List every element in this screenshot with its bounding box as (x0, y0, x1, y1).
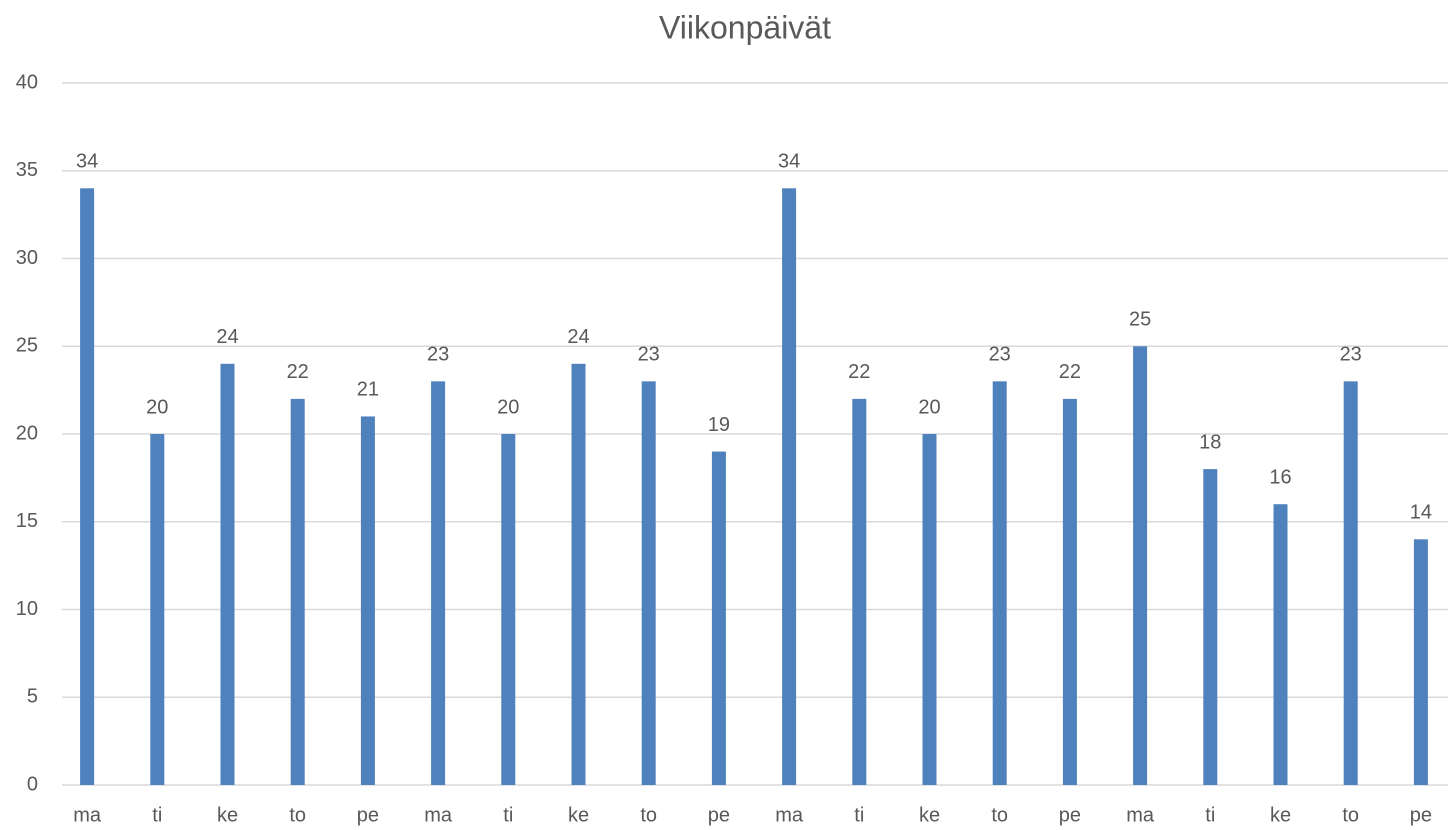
bar (220, 363, 235, 785)
bar (922, 434, 937, 785)
data-label: 23 (427, 344, 449, 366)
bar (1203, 469, 1218, 785)
bar (782, 188, 797, 786)
y-tick-label: 40 (16, 71, 38, 93)
y-tick-label: 5 (27, 686, 38, 708)
y-tick-label: 25 (16, 335, 38, 357)
x-tick-label: ma (424, 804, 453, 826)
y-tick-label: 10 (16, 598, 38, 620)
x-tick-label: ma (775, 804, 804, 826)
x-tick-label: to (640, 804, 657, 826)
data-label: 24 (216, 326, 238, 348)
data-label: 34 (76, 151, 98, 173)
bar (1273, 504, 1288, 785)
data-label: 14 (1410, 502, 1432, 524)
data-label: 25 (1129, 309, 1151, 331)
bar (1343, 381, 1358, 785)
data-label: 23 (638, 344, 660, 366)
x-tick-label: ke (217, 804, 238, 826)
bar (641, 381, 656, 785)
bar (711, 451, 726, 785)
bar (290, 398, 305, 785)
bar (1062, 398, 1077, 785)
y-tick-label: 15 (16, 510, 38, 532)
data-label: 18 (1199, 431, 1221, 453)
y-tick-label: 30 (16, 247, 38, 269)
y-tick-label: 35 (16, 159, 38, 181)
x-tick-label: to (1342, 804, 1359, 826)
data-label: 19 (708, 414, 730, 436)
x-tick-label: ti (1205, 804, 1215, 826)
bar (431, 381, 446, 785)
data-label: 22 (287, 361, 309, 383)
x-tick-label: ti (503, 804, 513, 826)
x-tick-label: ti (854, 804, 864, 826)
data-label: 24 (567, 326, 589, 348)
data-label: 22 (848, 361, 870, 383)
data-label: 20 (497, 396, 519, 418)
bar (992, 381, 1007, 785)
bar (360, 416, 375, 785)
bar (852, 398, 867, 785)
y-tick-label: 0 (27, 773, 38, 795)
data-label: 22 (1059, 361, 1081, 383)
x-tick-label: ma (1126, 804, 1155, 826)
x-tick-label: pe (357, 804, 379, 826)
bar (1413, 539, 1428, 785)
x-tick-label: ke (919, 804, 940, 826)
data-label: 20 (918, 396, 940, 418)
x-tick-label: to (991, 804, 1008, 826)
x-tick-label: ke (1270, 804, 1291, 826)
bar (571, 363, 586, 785)
x-tick-label: ke (568, 804, 589, 826)
data-label: 34 (778, 151, 800, 173)
x-tick-label: to (289, 804, 306, 826)
x-tick-label: pe (1410, 804, 1432, 826)
x-tick-label: pe (708, 804, 730, 826)
chart-title: Viikonpäivät (659, 9, 831, 45)
data-label: 20 (146, 396, 168, 418)
bar (150, 434, 165, 785)
data-label: 23 (1340, 344, 1362, 366)
x-tick-label: ti (152, 804, 162, 826)
x-tick-label: ma (73, 804, 102, 826)
bar (80, 188, 95, 786)
data-label: 23 (989, 344, 1011, 366)
y-tick-label: 20 (16, 422, 38, 444)
bar (501, 434, 516, 785)
data-label: 21 (357, 379, 379, 401)
bar (1133, 346, 1148, 785)
x-tick-label: pe (1059, 804, 1081, 826)
data-label: 16 (1269, 466, 1291, 488)
